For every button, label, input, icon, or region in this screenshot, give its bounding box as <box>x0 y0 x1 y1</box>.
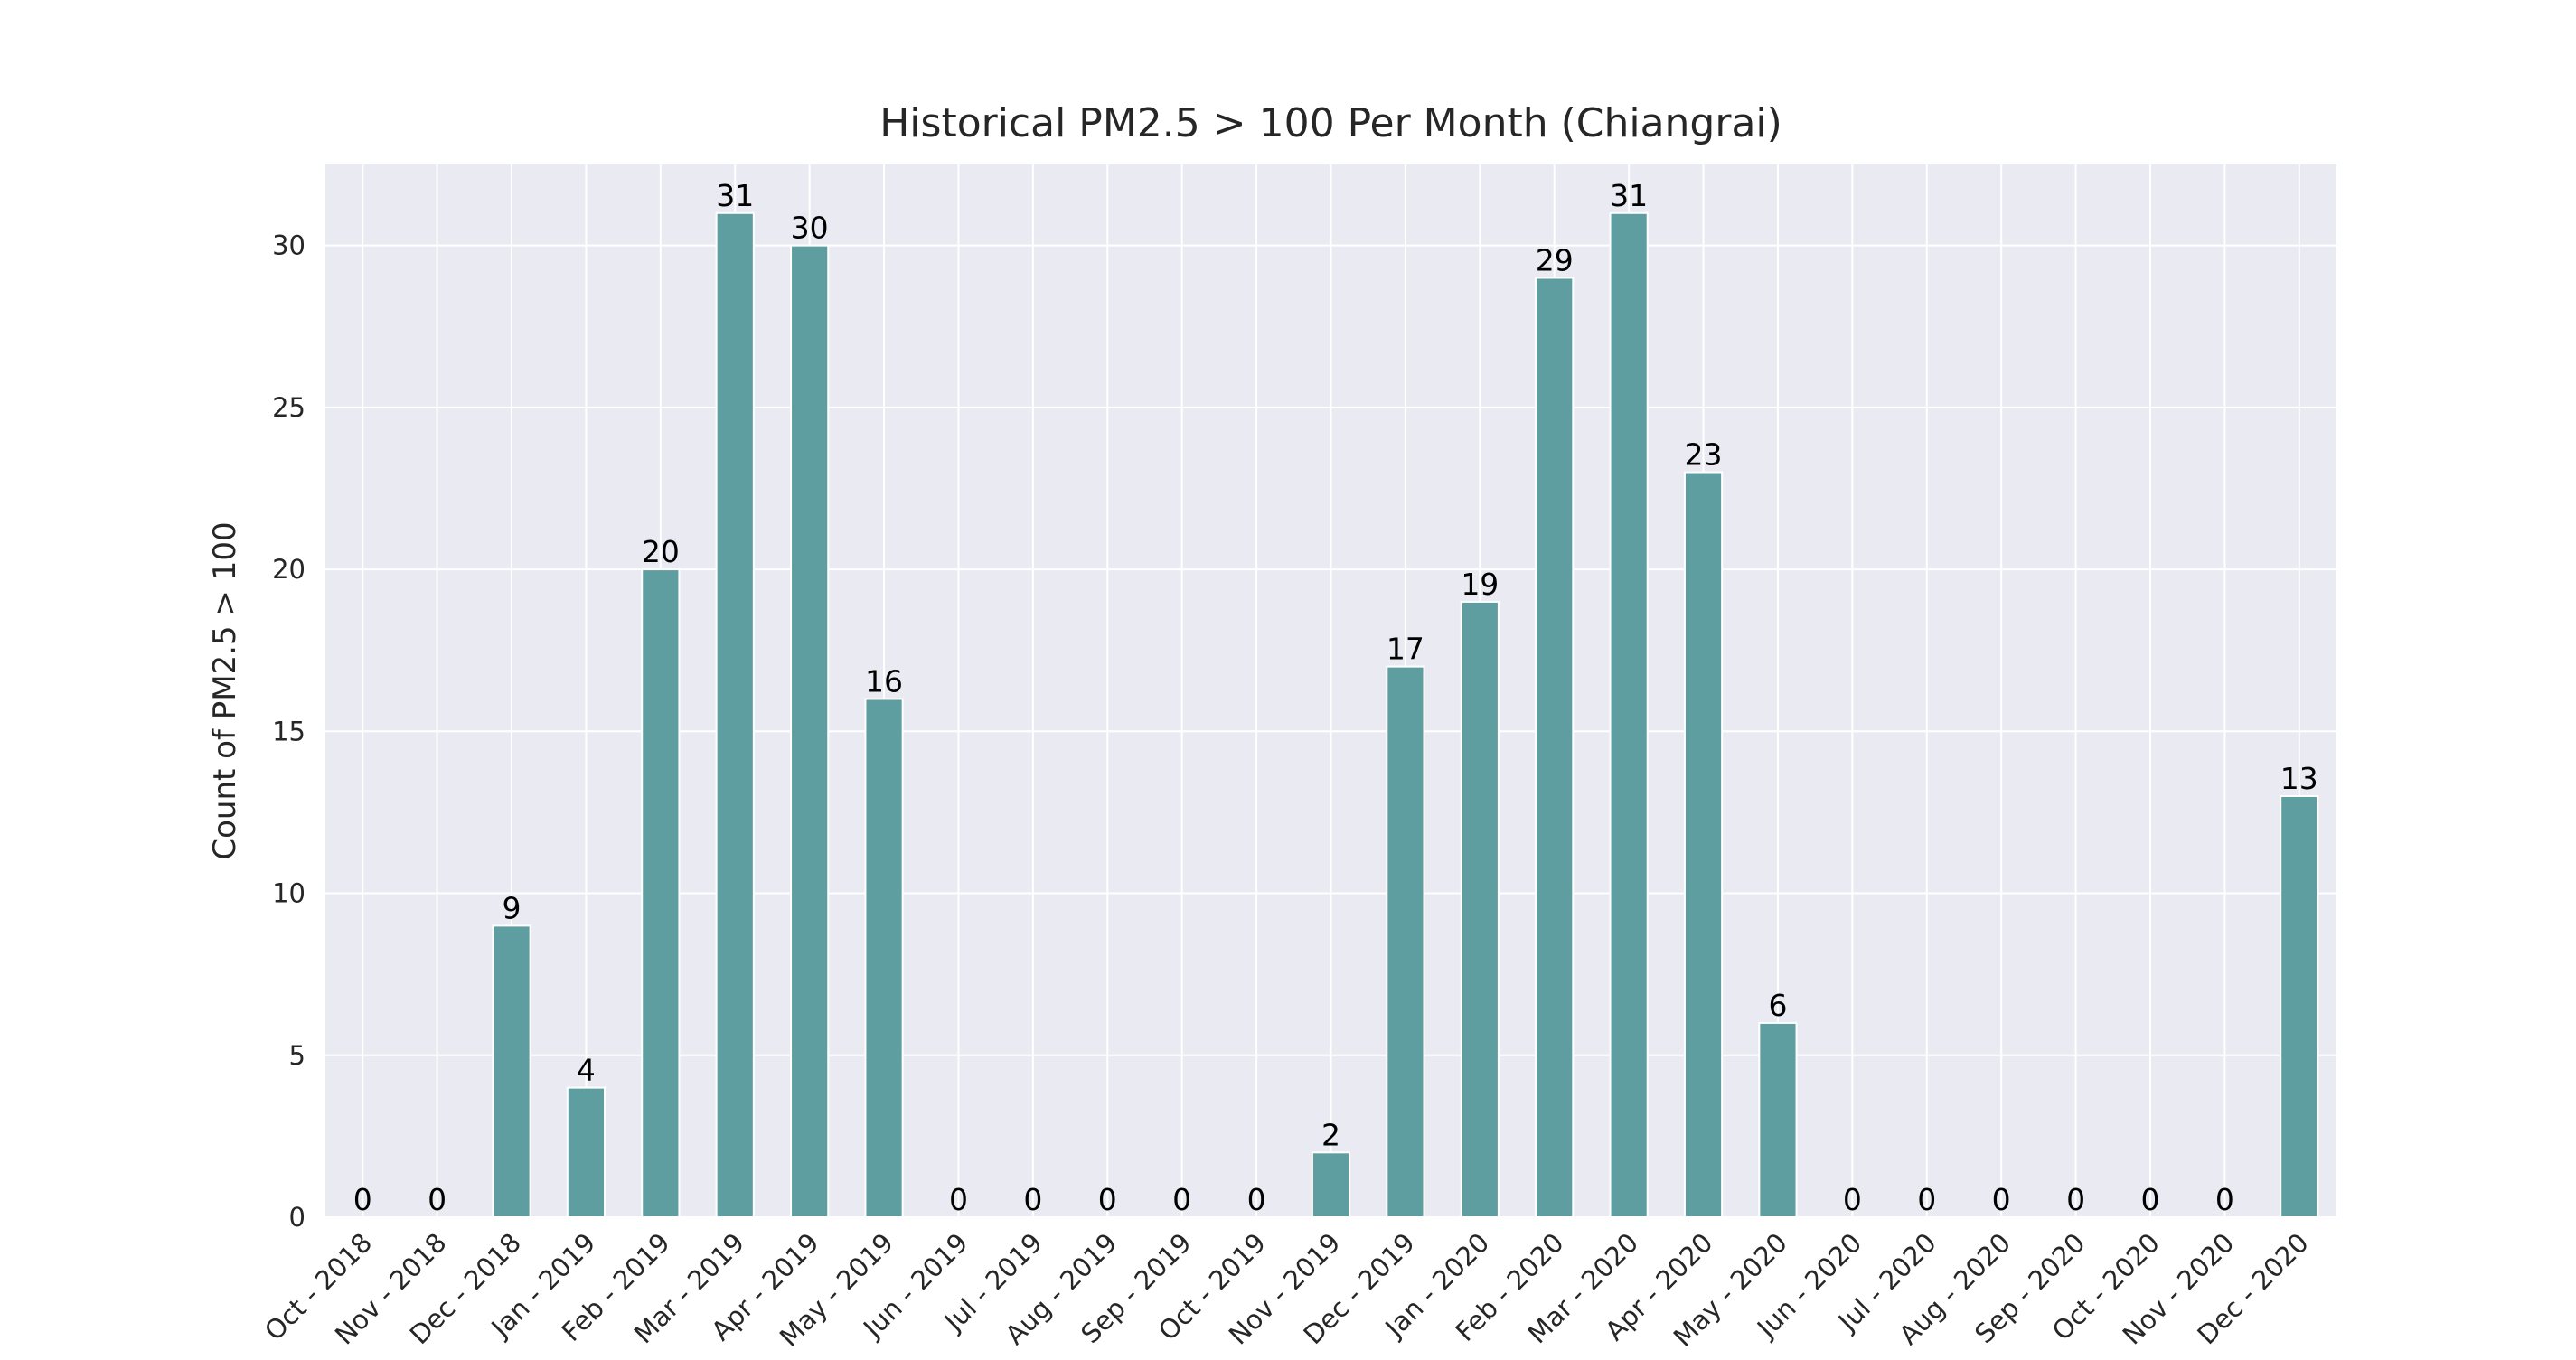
y-axis-label: Count of PM2.5 > 100 <box>207 521 243 859</box>
data-label: 0 <box>428 1182 447 1217</box>
data-label: 0 <box>1992 1182 2011 1217</box>
data-label: 31 <box>716 178 754 213</box>
data-label: 0 <box>1023 1182 1042 1217</box>
data-labels: 0 0 9 4 20 31 30 16 0 0 0 0 0 2 17 19 29 31 23 6 0 0 0 0 0 0 13 <box>353 178 2318 1217</box>
data-label: 0 <box>1843 1182 1862 1217</box>
data-label: 0 <box>353 1182 372 1217</box>
y-tick-label: 15 <box>272 716 306 746</box>
bar <box>1535 277 1575 1218</box>
bar <box>641 568 681 1218</box>
data-label: 29 <box>1536 242 1574 277</box>
data-label: 30 <box>791 211 829 246</box>
bar <box>1311 1151 1351 1219</box>
data-label: 31 <box>1610 178 1648 213</box>
bar <box>864 698 904 1218</box>
bar <box>1609 211 1649 1218</box>
bar <box>2280 795 2319 1218</box>
y-tick-label: 30 <box>272 230 306 261</box>
bar <box>1758 1021 1798 1219</box>
data-label: 23 <box>1685 437 1723 473</box>
bar <box>715 211 755 1218</box>
bars <box>492 211 2319 1219</box>
y-tick-labels: 0 5 10 15 20 25 30 <box>272 230 306 1233</box>
data-label: 0 <box>1917 1182 1936 1217</box>
data-label: 0 <box>2140 1182 2159 1217</box>
bar <box>1460 600 1500 1218</box>
data-label: 0 <box>2215 1182 2234 1217</box>
data-label: 0 <box>949 1182 968 1217</box>
data-label: 19 <box>1461 567 1499 602</box>
y-tick-label: 5 <box>289 1040 306 1071</box>
data-label: 6 <box>1768 988 1787 1023</box>
bar <box>566 1086 606 1218</box>
bar <box>1683 471 1724 1218</box>
y-tick-label: 20 <box>272 554 306 585</box>
y-tick-label: 0 <box>289 1202 306 1233</box>
data-label: 0 <box>2066 1182 2085 1217</box>
data-label: 13 <box>2280 761 2318 796</box>
chart-title: Historical PM2.5 > 100 Per Month (Chiang… <box>879 100 1782 146</box>
y-tick-label: 25 <box>272 392 306 423</box>
data-label: 9 <box>503 890 522 925</box>
data-label: 0 <box>1098 1182 1117 1217</box>
data-label: 20 <box>642 534 680 569</box>
bar <box>790 244 830 1219</box>
bar <box>1386 665 1425 1218</box>
bar <box>492 924 531 1219</box>
data-label: 17 <box>1387 632 1424 667</box>
y-tick-label: 10 <box>272 878 306 909</box>
data-label: 2 <box>1321 1117 1340 1152</box>
data-label: 0 <box>1172 1182 1191 1217</box>
data-label: 16 <box>865 663 903 699</box>
data-label: 0 <box>1247 1182 1266 1217</box>
data-label: 4 <box>577 1053 596 1088</box>
